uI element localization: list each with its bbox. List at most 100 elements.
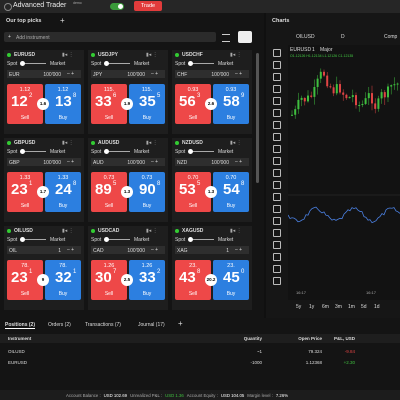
positions-tab[interactable]: Orders (2) <box>48 322 71 328</box>
tool-icon[interactable] <box>273 61 281 69</box>
sell-panel[interactable]: 1.26 30 7 Sell <box>91 260 127 300</box>
buy-panel[interactable]: 0.93 58 9 Buy <box>213 84 249 124</box>
status-dot <box>175 141 179 145</box>
amount-box[interactable]: JPY 100'000 – + <box>91 70 165 78</box>
buy-panel[interactable]: 78. 32 1 Buy <box>45 260 81 300</box>
tool-icon[interactable] <box>273 145 281 153</box>
tool-icon[interactable] <box>273 49 281 57</box>
slider-knob[interactable] <box>20 61 25 66</box>
symbol: XAGUSD <box>182 228 204 234</box>
tool-icon[interactable] <box>273 241 281 249</box>
slider-knob[interactable] <box>104 237 109 242</box>
tool-icon[interactable] <box>273 277 281 285</box>
amount: 100'000 <box>43 71 61 78</box>
amount-box[interactable]: EUR 100'000 – + <box>7 70 81 78</box>
sell-panel[interactable]: 0.73 89 5 Sell <box>91 172 127 212</box>
buy-panel[interactable]: 1.12 13 8 Buy <box>45 84 81 124</box>
price-fraction: 6 <box>113 93 117 99</box>
tool-icon[interactable] <box>273 205 281 213</box>
status-dot <box>7 229 11 233</box>
slider-knob[interactable] <box>104 61 109 66</box>
tool-icon[interactable] <box>273 121 281 129</box>
sell-panel[interactable]: 0.93 56 3 Sell <box>175 84 211 124</box>
slider-knob[interactable] <box>20 149 25 154</box>
buy-panel[interactable]: 1.33 24 8 Buy <box>45 172 81 212</box>
list-view-icon[interactable] <box>222 34 230 42</box>
toggle-knob <box>118 4 123 9</box>
candle-body <box>348 97 351 99</box>
amount-box[interactable]: OIL 1 – + <box>7 246 81 254</box>
tool-icon[interactable] <box>273 217 281 225</box>
market: Market <box>50 237 66 243</box>
slider-knob[interactable] <box>104 149 109 154</box>
buy-panel[interactable]: 0.70 54 8 Buy <box>213 172 249 212</box>
chart-period: 1 <box>312 47 315 53</box>
side-label: Buy <box>226 115 236 121</box>
positions-tab[interactable]: Journal (17) <box>138 322 165 328</box>
charts-tab[interactable]: Charts <box>272 18 290 24</box>
watchlist-tab[interactable]: Our top picks <box>6 18 42 24</box>
range-button[interactable]: 6m <box>322 304 329 310</box>
spread: 1.3 <box>121 186 133 198</box>
tool-icon[interactable] <box>273 265 281 273</box>
chart-symbol[interactable]: OILUSD <box>296 34 315 40</box>
amount-box[interactable]: AUD 100'000 – + <box>91 158 165 166</box>
compare[interactable]: Comp <box>384 34 398 40</box>
qty-buttons: – + <box>67 159 75 165</box>
tool-icon[interactable] <box>273 193 281 201</box>
amount-box[interactable]: CAD 100'000 – + <box>91 246 165 254</box>
trade-button[interactable]: Trade <box>134 1 162 11</box>
tool-icon[interactable] <box>273 73 281 81</box>
range-button[interactable]: 1y <box>309 304 315 310</box>
range-button[interactable]: 5d <box>361 304 367 310</box>
amount-box[interactable]: NZD 100'000 – + <box>175 158 249 166</box>
amount-box[interactable]: GBP 100'000 – + <box>7 158 81 166</box>
price-prefix: 0.93 <box>225 87 237 93</box>
amount: 1 <box>58 247 61 254</box>
price-fraction: 1 <box>29 269 33 275</box>
tool-icon[interactable] <box>273 85 281 93</box>
range-button[interactable]: 1d <box>374 304 380 310</box>
slider-knob[interactable] <box>188 237 193 242</box>
card-icons: ▮◂ ⋮ <box>62 140 74 146</box>
tool-icon[interactable] <box>273 109 281 117</box>
market: Market <box>134 61 150 67</box>
amount: 100'000 <box>43 159 61 166</box>
scrollbar[interactable] <box>256 53 259 183</box>
range-button[interactable]: 3m <box>335 304 342 310</box>
positions-tab[interactable]: Positions (2) <box>5 322 36 329</box>
interval[interactable]: D <box>341 34 345 40</box>
amount-box[interactable]: XAG 1 – + <box>175 246 249 254</box>
price-fraction: 8 <box>197 269 201 275</box>
buy-panel[interactable]: 1.26 33 2 Buy <box>129 260 165 300</box>
range-button[interactable]: 5y <box>296 304 302 310</box>
candle-body <box>355 95 357 106</box>
tool-icon[interactable] <box>273 97 281 105</box>
tool-icon[interactable] <box>273 133 281 141</box>
qty-buttons: – + <box>235 71 243 77</box>
tool-icon[interactable] <box>273 157 281 165</box>
range-button[interactable]: 1m <box>348 304 355 310</box>
positions-tab[interactable]: Transactions (7) <box>85 322 121 328</box>
tool-icon[interactable] <box>273 181 281 189</box>
slider <box>24 239 46 240</box>
buy-panel[interactable]: 115. 35 5 Buy <box>129 84 165 124</box>
tool-icon[interactable] <box>273 169 281 177</box>
market: Market <box>50 149 66 155</box>
toggle[interactable] <box>110 3 124 10</box>
amount-box[interactable]: CHF 100'000 – + <box>175 70 249 78</box>
tool-icon[interactable] <box>273 253 281 261</box>
buy-panel[interactable]: 0.73 90 8 Buy <box>129 172 165 212</box>
add-tab[interactable]: + <box>60 16 65 25</box>
slider-knob[interactable] <box>188 61 193 66</box>
search-box[interactable]: + Add instrument <box>4 32 216 42</box>
instrument-card: GBPUSD ▮◂ ⋮ Spot Market GBP 100'000– +1.33 23 1… <box>4 138 84 222</box>
chart-panel: Charts OILUSD D Comp EURUSD 1 Major O1.1… <box>266 13 400 318</box>
card-icons: ▮◂ ⋮ <box>230 140 242 146</box>
slider-knob[interactable] <box>20 237 25 242</box>
candle-body <box>367 93 370 99</box>
slider-knob[interactable] <box>188 149 193 154</box>
tool-icon[interactable] <box>273 229 281 237</box>
buy-panel[interactable]: 23. 45 0 Buy <box>213 260 249 300</box>
grid-view-icon[interactable] <box>238 31 252 43</box>
